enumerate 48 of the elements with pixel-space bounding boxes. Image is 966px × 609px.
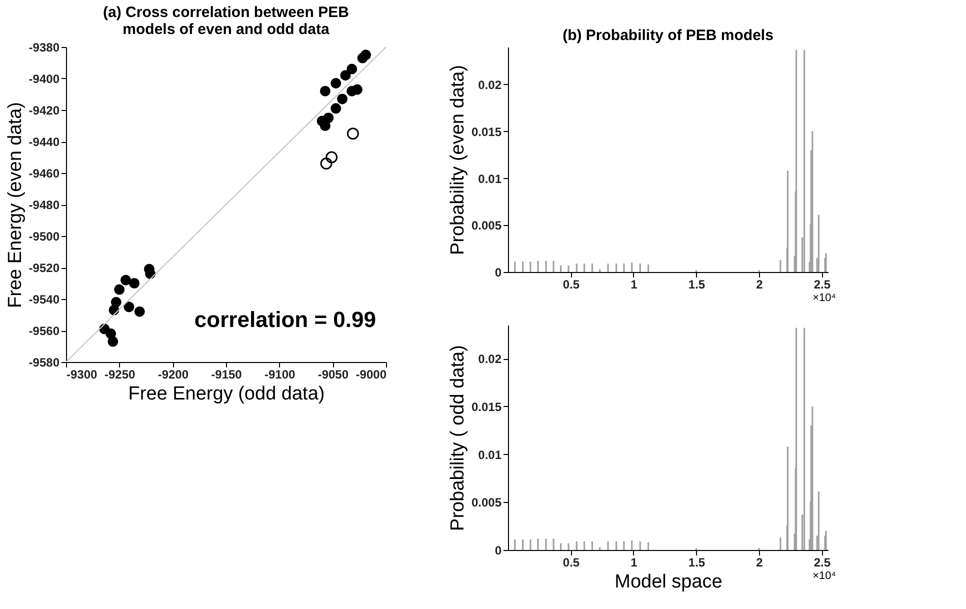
y-tick-label: 0 <box>494 266 502 280</box>
text: ×10⁴ <box>812 292 836 304</box>
chart-title: (b) Probability of PEB models <box>562 27 774 44</box>
y-tick-label: -9500 <box>28 230 60 244</box>
y-tick-label: -9520 <box>28 261 60 275</box>
x-tick-label: -9200 <box>158 368 189 382</box>
y-tick-label: -9400 <box>28 72 60 86</box>
y-tick-label: 0.005 <box>471 496 502 510</box>
x-tick-label: -9000 <box>356 368 387 382</box>
y-axis-title: Probability ( odd data) <box>447 345 468 531</box>
y-tick-label: 0 <box>494 544 502 558</box>
y-tick-label: 0.005 <box>471 218 502 233</box>
x-tick-label: -9150 <box>211 368 242 382</box>
x-tick-label: 1.5 <box>688 556 706 570</box>
chart-title: (a) Cross correlation between PEB models of even and odd data <box>103 4 350 38</box>
y-tick-label: 0.01 <box>478 448 502 462</box>
x-tick-label: 2 <box>756 556 764 570</box>
y-tick-label: 0.01 <box>478 172 502 186</box>
y-axis-title: Probability (even data) <box>447 64 468 256</box>
y-tick-label: 0.015 <box>471 124 502 139</box>
y-tick-label: 0.015 <box>471 400 502 414</box>
x-tick-label: 0.5 <box>562 278 580 292</box>
x-tick-label: 0.5 <box>562 556 580 570</box>
y-tick-label: -9480 <box>28 198 60 212</box>
y-tick-label: 0.02 <box>478 352 502 366</box>
x-tick-label: 2.5 <box>814 556 831 570</box>
text: ×10⁴ <box>812 570 836 582</box>
x-tick-label: 1 <box>630 278 638 292</box>
annotation: correlation = 0.99 <box>194 307 376 332</box>
x-tick-label: -9100 <box>264 368 296 382</box>
x-tick-label: 2 <box>756 278 764 292</box>
y-axis-title: Free Energy (even data) <box>4 102 26 308</box>
y-tick-label: -9540 <box>28 292 60 306</box>
y-tick-label: -9580 <box>28 356 60 370</box>
y-tick-label: 0.02 <box>478 78 502 92</box>
x-tick-label: -9300 <box>66 368 98 382</box>
x-axis-title: Model space <box>614 572 722 592</box>
x-tick-label: 1.5 <box>688 278 706 292</box>
y-tick-label: -9560 <box>28 324 60 338</box>
y-tick-label: -9460 <box>28 166 60 180</box>
x-tick-label: -9050 <box>318 368 349 382</box>
x-axis-title: Free Energy (odd data) <box>128 384 325 404</box>
x-tick-label: 1 <box>630 556 638 570</box>
y-tick-label: -9440 <box>28 135 60 149</box>
x-tick-label: -9250 <box>104 368 136 382</box>
y-tick-label: -9420 <box>28 104 60 118</box>
y-tick-label: -9380 <box>28 40 60 54</box>
x-tick-label: 2.5 <box>814 278 831 292</box>
